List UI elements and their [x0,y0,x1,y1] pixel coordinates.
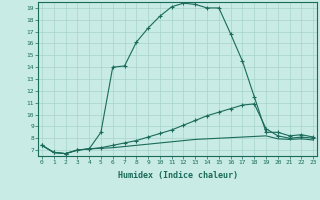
X-axis label: Humidex (Indice chaleur): Humidex (Indice chaleur) [118,171,238,180]
